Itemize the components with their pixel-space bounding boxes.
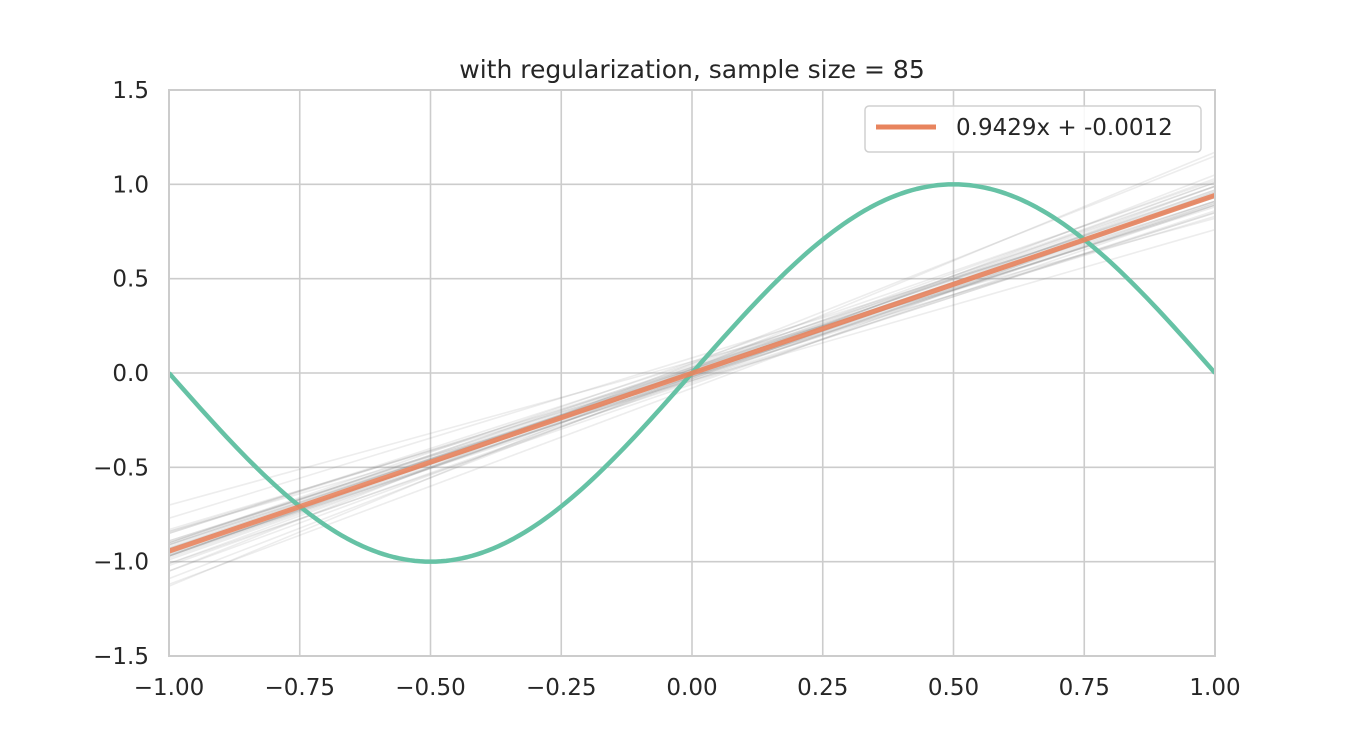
chart-title: with regularization, sample size = 85: [459, 55, 925, 84]
sample-fit-line: [169, 155, 1215, 572]
sample-fit-line: [169, 185, 1215, 572]
x-tick-label: 0.25: [797, 675, 848, 701]
sample-fit-line: [169, 228, 1215, 533]
mean-fit-line: [169, 192, 1215, 554]
x-tick-label: −0.75: [265, 675, 335, 701]
x-tick-label: −0.50: [395, 675, 465, 701]
plot-frame: [168, 89, 1216, 657]
x-tick-label: −0.25: [526, 675, 596, 701]
legend: 0.9429x + -0.0012: [864, 105, 1202, 153]
fit-line-layer: [169, 192, 1215, 554]
x-tick-label: 0.00: [666, 675, 717, 701]
sample-fit-line: [169, 194, 1215, 567]
sample-fit-line: [169, 202, 1215, 555]
y-tick-label: 1.5: [112, 78, 149, 104]
sample-fit-line: [169, 217, 1215, 506]
x-tick-label: −1.00: [134, 675, 204, 701]
sample-fit-line: [169, 211, 1215, 542]
sample-fit-line: [169, 196, 1215, 520]
x-tick-labels: −1.00 −0.75 −0.50 −0.25 0.00 0.25 0.50 0.75 1.00: [134, 675, 1241, 701]
sample-fit-line: [169, 189, 1215, 550]
y-tick-labels: −1.5 −1.0 −0.5 0.0 0.5 1.0 1.5: [93, 78, 149, 670]
y-tick-label: −0.5: [93, 455, 149, 481]
legend-label: 0.9429x + -0.0012: [956, 115, 1173, 141]
sample-fit-line: [169, 193, 1215, 535]
sample-fit-line: [169, 209, 1215, 555]
sample-fit-line: [169, 191, 1215, 544]
sample-fit-line: [169, 204, 1215, 565]
sample-fit-line: [169, 185, 1215, 546]
sample-fit-line: [169, 200, 1215, 557]
y-tick-label: 0.0: [112, 361, 149, 387]
y-tick-label: −1.5: [93, 644, 149, 670]
y-tick-label: 1.0: [112, 172, 149, 198]
x-tick-label: 1.00: [1189, 675, 1240, 701]
x-tick-label: 0.50: [928, 675, 979, 701]
y-tick-label: 0.5: [112, 267, 149, 293]
sample-fit-line: [169, 179, 1215, 544]
sample-fit-line: [169, 151, 1215, 587]
y-tick-label: −1.0: [93, 550, 149, 576]
sample-fit-line: [169, 206, 1215, 533]
legend-box: [864, 105, 1202, 153]
sample-fit-line: [169, 174, 1215, 580]
sample-fit-line: [169, 191, 1215, 586]
x-tick-label: 0.75: [1059, 675, 1110, 701]
